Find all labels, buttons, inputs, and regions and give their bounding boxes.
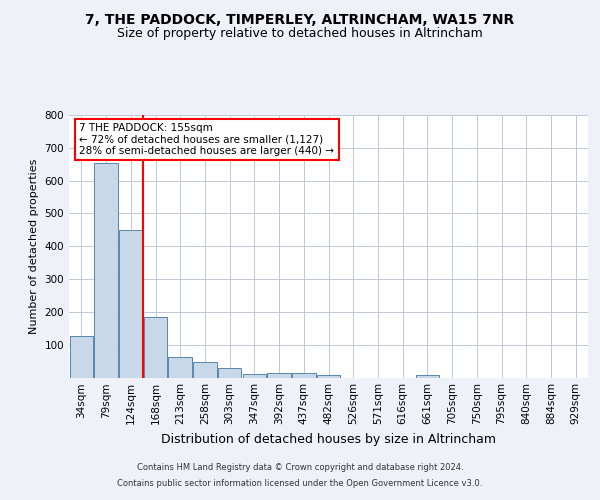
Bar bbox=[416, 375, 439, 378]
Text: 7, THE PADDOCK, TIMPERLEY, ALTRINCHAM, WA15 7NR: 7, THE PADDOCK, TIMPERLEY, ALTRINCHAM, W… bbox=[85, 12, 515, 26]
Text: 7 THE PADDOCK: 155sqm
← 72% of detached houses are smaller (1,127)
28% of semi-d: 7 THE PADDOCK: 155sqm ← 72% of detached … bbox=[79, 123, 334, 156]
Bar bbox=[70, 336, 93, 378]
Bar bbox=[94, 162, 118, 378]
Y-axis label: Number of detached properties: Number of detached properties bbox=[29, 158, 39, 334]
Bar bbox=[317, 374, 340, 378]
X-axis label: Distribution of detached houses by size in Altrincham: Distribution of detached houses by size … bbox=[161, 433, 496, 446]
Bar bbox=[242, 374, 266, 378]
Text: Size of property relative to detached houses in Altrincham: Size of property relative to detached ho… bbox=[117, 28, 483, 40]
Bar bbox=[218, 368, 241, 378]
Bar bbox=[292, 372, 316, 378]
Bar bbox=[193, 362, 217, 378]
Bar bbox=[169, 357, 192, 378]
Bar bbox=[268, 372, 291, 378]
Bar bbox=[144, 318, 167, 378]
Text: Contains public sector information licensed under the Open Government Licence v3: Contains public sector information licen… bbox=[118, 478, 482, 488]
Text: Contains HM Land Registry data © Crown copyright and database right 2024.: Contains HM Land Registry data © Crown c… bbox=[137, 464, 463, 472]
Bar bbox=[119, 230, 143, 378]
